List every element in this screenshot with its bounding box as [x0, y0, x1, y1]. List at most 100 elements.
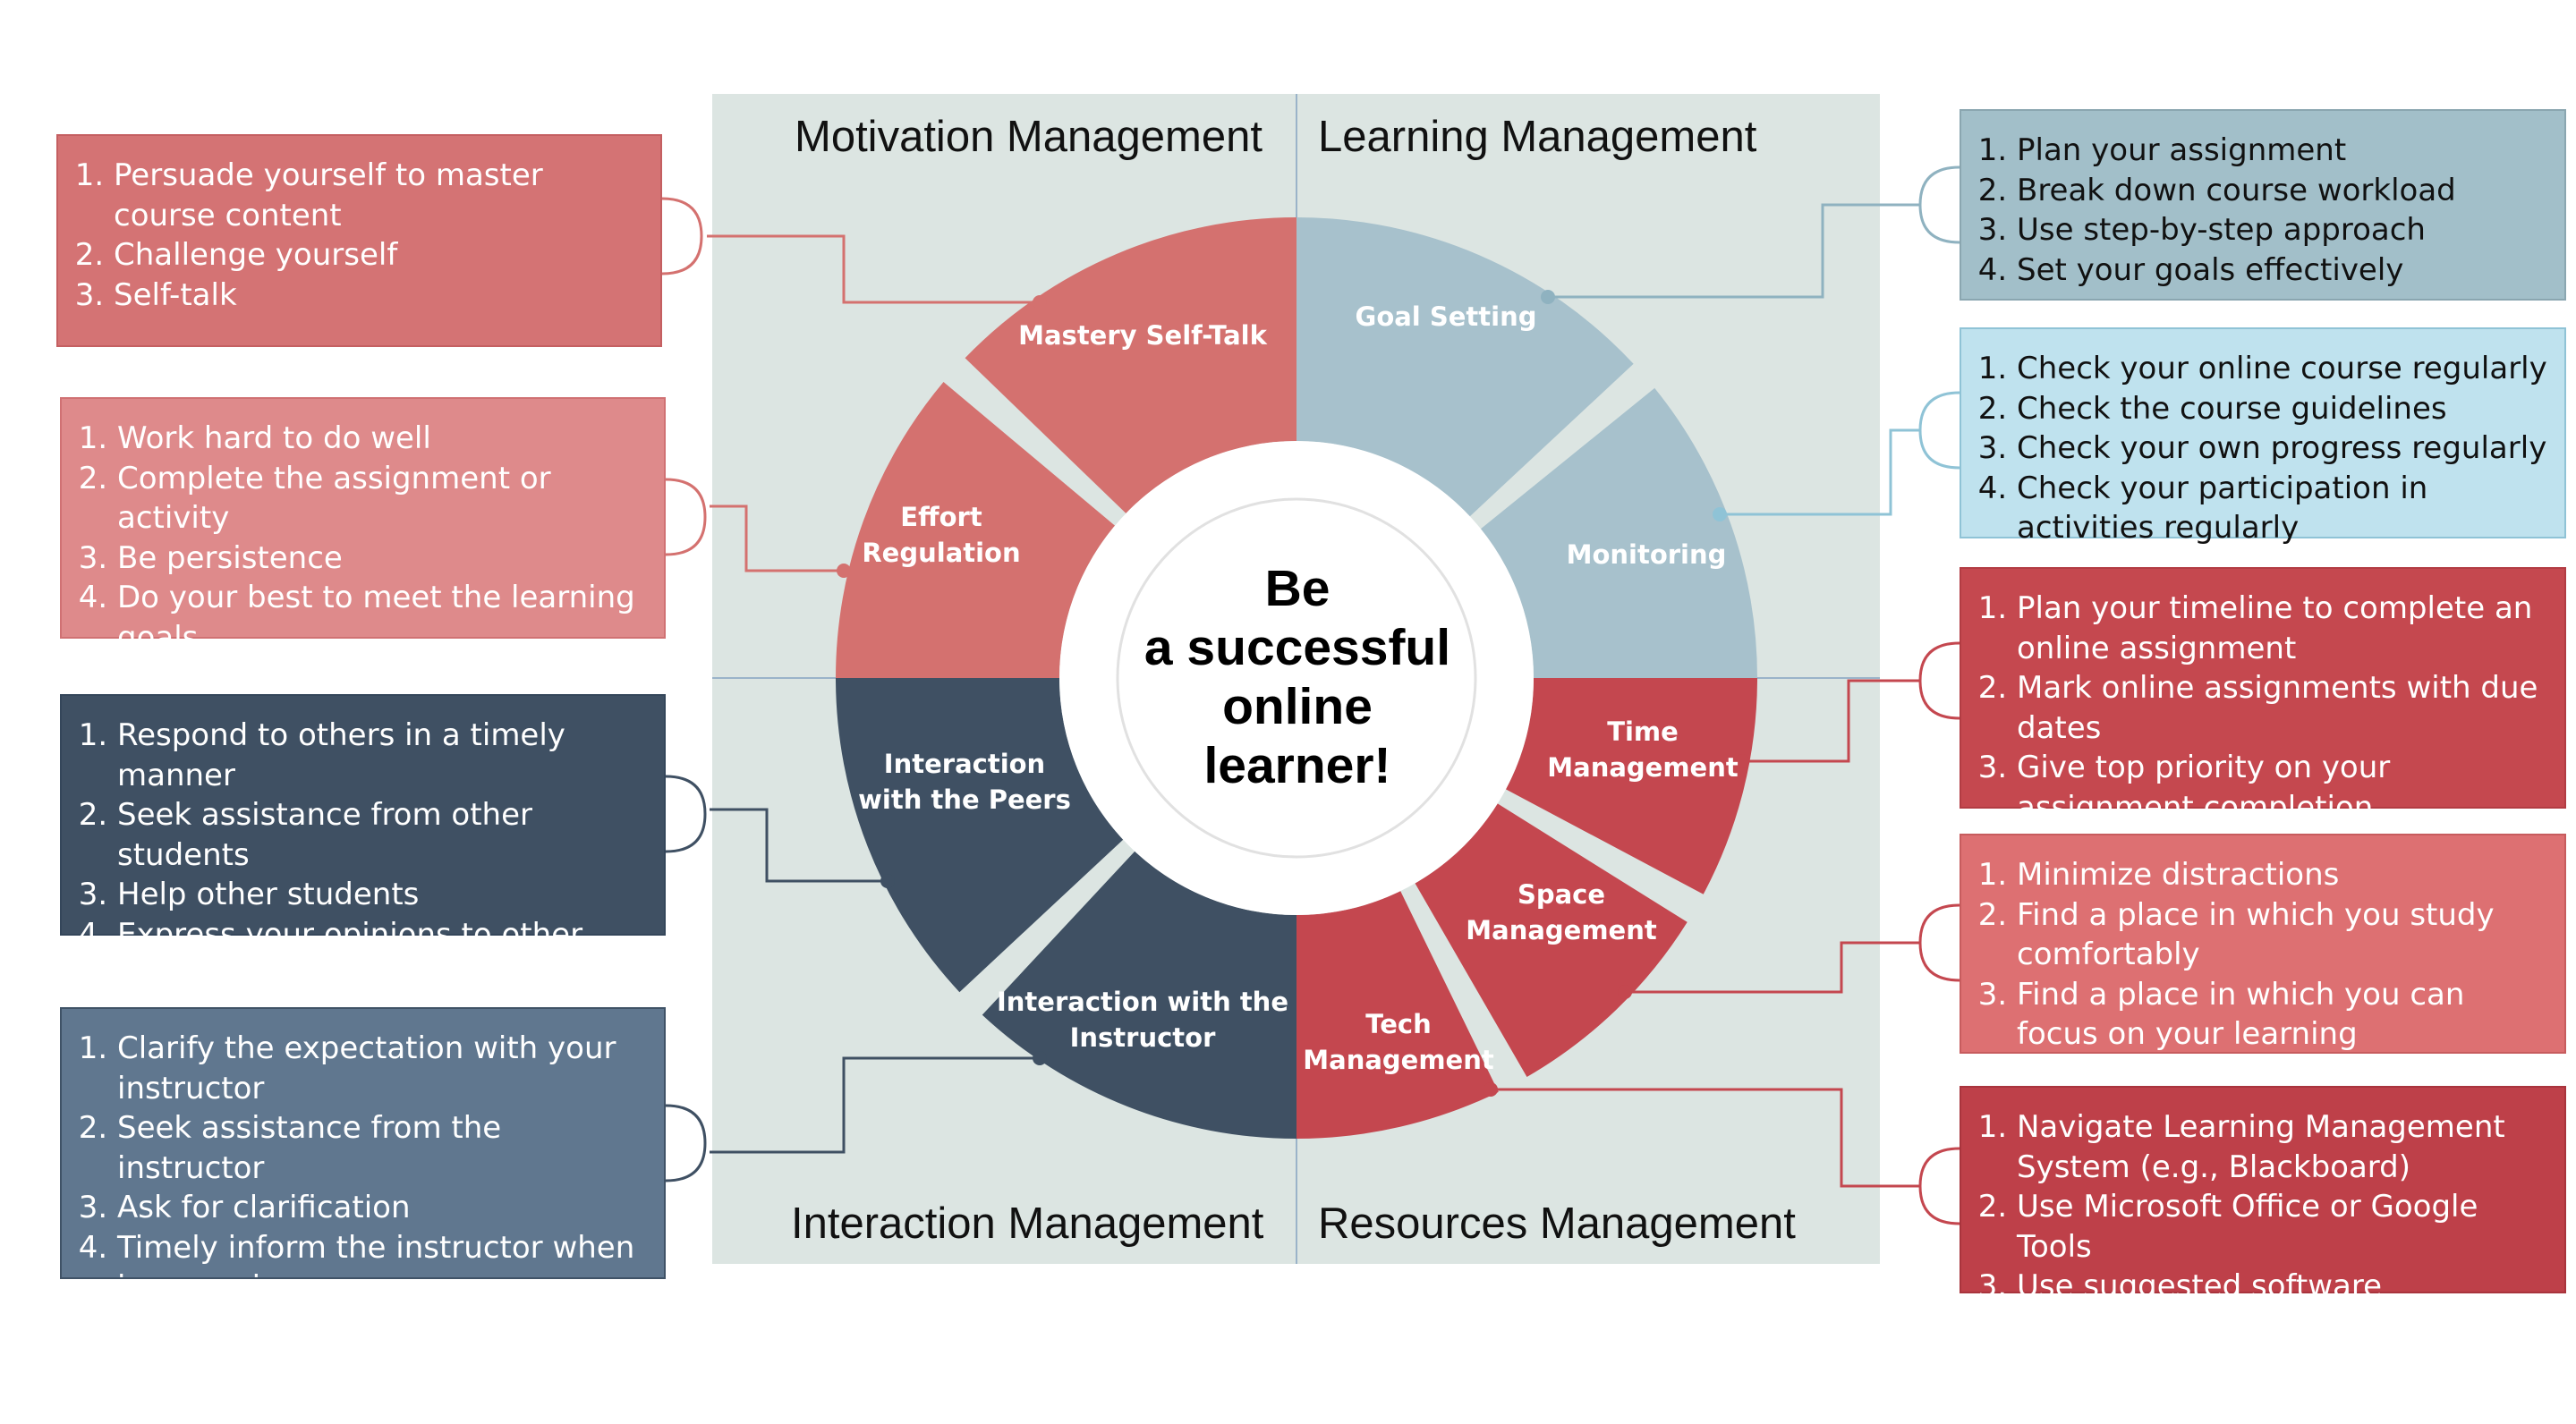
- resources-management-title: Resources Management: [1318, 1199, 1796, 1248]
- list-item: Troubleshoot technical issues: [2017, 1307, 2550, 1347]
- list-item: Persuade yourself to master course conte…: [114, 156, 646, 235]
- list-item: Break down course workload: [2017, 171, 2550, 211]
- list-item: Check your online course regularly: [2017, 349, 2550, 389]
- list-item: Use Microsoft Office or Google Tools: [2017, 1187, 2550, 1267]
- segment-time: [1505, 678, 1757, 894]
- mastery-tips-box: Persuade yourself to master course conte…: [56, 134, 662, 347]
- segment-labels: Mastery Self-Talk Effort Regulation Goal Se…: [858, 301, 1739, 1075]
- connector-dot-space: [1618, 985, 1632, 999]
- learning-management-title: Learning Management: [1318, 113, 1757, 161]
- list-item: Seek assistance from the instructor: [117, 1108, 650, 1188]
- connector-dot-goal: [1541, 290, 1555, 304]
- connector-bracket-time: [1918, 641, 1960, 720]
- connector-mastery: [707, 234, 1040, 304]
- connector-bracket-mastery: [661, 197, 703, 275]
- segment-space: [1415, 803, 1688, 1078]
- list-item: Find a place in which you study comforta…: [2017, 895, 2550, 975]
- effort-tips-box: Work hard to do well Complete the assign…: [60, 397, 666, 656]
- segment-label-peers: Interaction with the Peers: [858, 749, 1071, 815]
- list-item: Complete the assignment or activity: [117, 459, 650, 538]
- list-item: Be persistence: [117, 538, 650, 579]
- connector-bracket-instructor: [665, 1104, 707, 1182]
- list-item: Plan your timeline to complete an online…: [2017, 589, 2550, 668]
- connector-dot-monitoring: [1713, 507, 1727, 521]
- list-item: Clarify the expectation with your instru…: [117, 1029, 650, 1108]
- connector-bracket-goal: [1918, 165, 1960, 244]
- list-item: Plan your assignment: [2017, 131, 2550, 171]
- list-item: Do your best to meet the learning goals: [117, 578, 650, 657]
- space-tips-box: Minimize distractions Find a place in wh…: [1960, 834, 2566, 1054]
- list-item: Use step-by-step approach: [2017, 210, 2550, 250]
- connector-dot-time: [1735, 754, 1749, 768]
- segment-monitoring: [1480, 387, 1757, 678]
- instructor-tips-box: Clarify the expectation with your instru…: [60, 1007, 666, 1305]
- segment-mastery: [965, 217, 1297, 513]
- connector-time: [1742, 679, 1919, 763]
- connector-bracket-monitoring: [1918, 391, 1960, 470]
- tech-tips-box: Navigate Learning Management System (e.g…: [1960, 1086, 2566, 1344]
- segment-label-effort: Effort Regulation: [862, 502, 1020, 568]
- center-circle: [1059, 441, 1534, 915]
- list-item: Self-talk: [114, 275, 646, 316]
- list-item: Give top priority on your assignment com…: [2017, 748, 2550, 827]
- list-item: Ask for clarification: [117, 1188, 650, 1228]
- segment-goal: [1297, 217, 1634, 517]
- center-line-1: Be: [1264, 560, 1331, 617]
- list-item: Mark online assignments with due dates: [2017, 668, 2550, 748]
- list-item: Check your own progress regularly: [2017, 428, 2550, 469]
- connector-bracket-space: [1918, 903, 1960, 982]
- connector-dot-tech: [1484, 1082, 1498, 1097]
- connector-bracket-peers: [665, 775, 707, 853]
- connector-tech: [1491, 1088, 1919, 1188]
- list-item: Help other students: [117, 875, 650, 915]
- list-item: Challenge yourself: [114, 235, 646, 275]
- list-item: Check your participation in activities r…: [2017, 469, 2550, 548]
- monitoring-tips-box: Check your online course regularly Check…: [1960, 327, 2566, 546]
- segment-label-time: Time Management: [1547, 716, 1739, 783]
- center-line-3: online: [1222, 678, 1373, 735]
- connector-dot-instructor: [1033, 1051, 1047, 1065]
- segment-tech: [1297, 891, 1499, 1139]
- list-item: Express your opinions to other students: [117, 915, 650, 995]
- time-tips-box: Plan your timeline to complete an online…: [1960, 567, 2566, 905]
- connector-monitoring: [1720, 428, 1919, 516]
- segment-label-mastery: Mastery Self-Talk: [1018, 320, 1267, 351]
- peers-tips-box: Respond to others in a timely manner See…: [60, 694, 666, 992]
- connector-dot-peers: [880, 874, 895, 888]
- connector-space: [1625, 941, 1919, 994]
- list-item: Check the course guidelines: [2017, 389, 2550, 429]
- segment-instructor: [982, 851, 1297, 1139]
- connector-effort: [710, 504, 844, 572]
- connector-instructor: [710, 1056, 1040, 1154]
- interaction-management-title: Interaction Management: [791, 1199, 1264, 1248]
- segment-label-tech: Tech Management: [1303, 1009, 1494, 1075]
- segment-effort: [836, 381, 1115, 678]
- segment-label-goal: Goal Setting: [1356, 301, 1537, 332]
- connector-goal: [1548, 203, 1919, 299]
- center-inner-ring: [1116, 497, 1477, 859]
- list-item: Seek assistance from other students: [117, 795, 650, 875]
- list-item: Minimize distractions: [2017, 855, 2550, 895]
- segment-peers: [836, 678, 1124, 993]
- goal-tips-box: Plan your assignment Break down course w…: [1960, 109, 2566, 301]
- connector-peers: [710, 808, 888, 883]
- segment-label-monitoring: Monitoring: [1567, 539, 1727, 570]
- list-item: Set your goals effectively: [2017, 250, 2550, 291]
- list-item: Timely inform the instructor when issues…: [117, 1228, 650, 1308]
- connector-bracket-tech: [1918, 1147, 1960, 1225]
- wheel-segments: [836, 217, 1757, 1139]
- list-item: Find a place in which you can focus on y…: [2017, 975, 2550, 1055]
- segment-label-space: Space Management: [1466, 879, 1657, 945]
- center-line-2: a successful: [1143, 619, 1451, 676]
- connector-dot-effort: [837, 564, 851, 578]
- list-item: Navigate Learning Management System (e.g…: [2017, 1107, 2550, 1187]
- center-line-4: learner!: [1203, 737, 1391, 794]
- list-item: Use suggested software: [2017, 1267, 2550, 1307]
- connector-dot-mastery: [1033, 295, 1047, 309]
- connector-bracket-effort: [665, 478, 707, 556]
- motivation-management-title: Motivation Management: [795, 113, 1262, 161]
- list-item: Respond to others in a timely manner: [117, 716, 650, 795]
- center-title: Be a successful online learner!: [1101, 559, 1494, 795]
